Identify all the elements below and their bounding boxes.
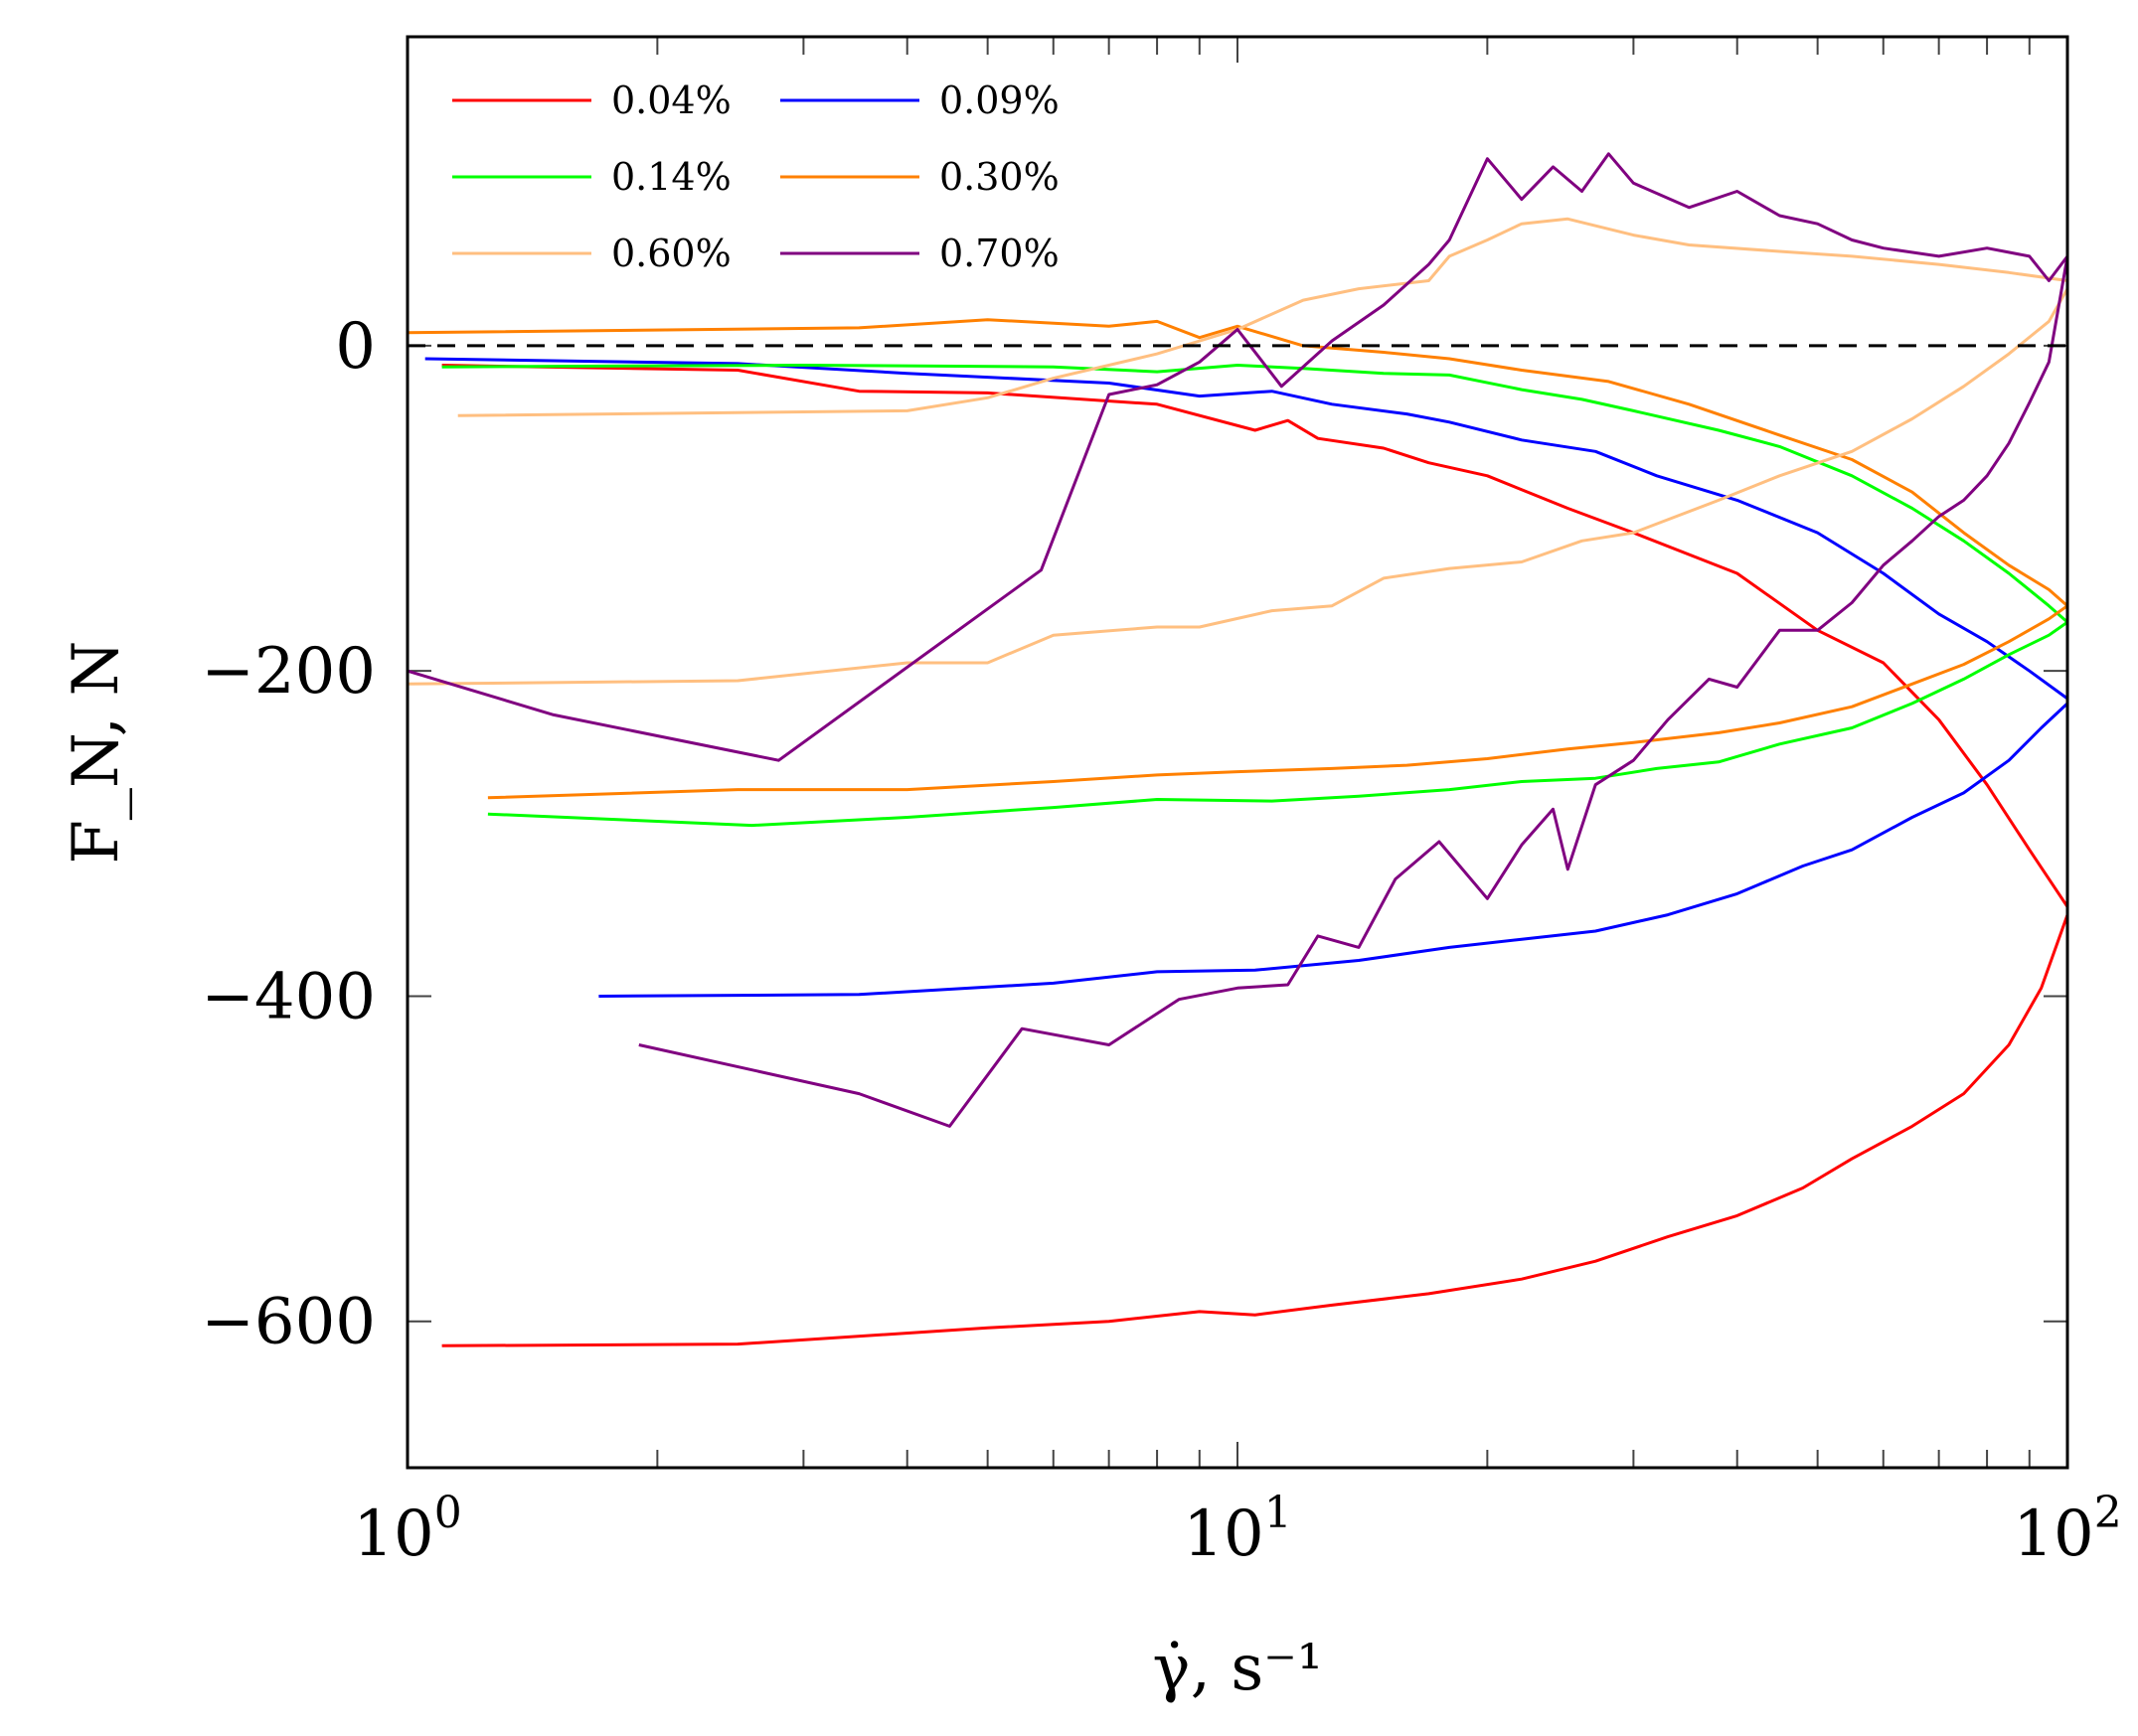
series-line-0-70pct-down xyxy=(638,255,2069,1128)
plot-background xyxy=(408,37,2067,1468)
plot-frame xyxy=(406,35,2069,1470)
series-line-0-04pct-down xyxy=(441,914,2069,1347)
series-layer xyxy=(407,152,2069,1347)
legend-label: 0.70% xyxy=(939,232,1060,275)
x-tick-label: 101 xyxy=(1183,1488,1291,1571)
tick-labels: 100 101 102 0 −200 −400 −600 xyxy=(201,310,2122,1571)
series-line-0-09pct-up xyxy=(424,357,2068,701)
ticks-layer xyxy=(407,37,2068,1468)
series-line-0-04pct-up xyxy=(441,364,2069,908)
legend: 0.04% 0.09% 0.14% 0.30% 0.60% 0.70% xyxy=(452,79,1060,275)
legend-label: 0.04% xyxy=(611,79,732,122)
legend-label: 0.09% xyxy=(939,79,1060,122)
y-tick-label: −600 xyxy=(201,1286,376,1359)
legend-label: 0.60% xyxy=(611,232,732,275)
y-tick-label: 0 xyxy=(335,310,376,384)
series-line-0-30pct-up xyxy=(407,318,2068,607)
series-line-0-09pct-down xyxy=(598,702,2069,998)
x-tick-label: 100 xyxy=(353,1488,461,1571)
y-axis-title: F_N, N xyxy=(60,641,133,865)
y-tick-label: −200 xyxy=(201,635,376,709)
x-axis-title: γ̇, s⁻¹ xyxy=(1152,1632,1322,1705)
legend-label: 0.30% xyxy=(939,155,1060,199)
series-line-0-14pct-down xyxy=(487,620,2068,828)
y-tick-label: −400 xyxy=(201,960,376,1033)
series-line-0-14pct-up xyxy=(441,364,2068,624)
series-line-0-70pct-up xyxy=(407,152,2069,762)
series-line-0-60pct-up xyxy=(457,217,2068,417)
series-line-0-30pct-down xyxy=(487,604,2068,800)
legend-label: 0.14% xyxy=(611,155,732,199)
x-tick-label: 102 xyxy=(2013,1488,2121,1571)
series-line-0-60pct-down xyxy=(407,287,2069,686)
